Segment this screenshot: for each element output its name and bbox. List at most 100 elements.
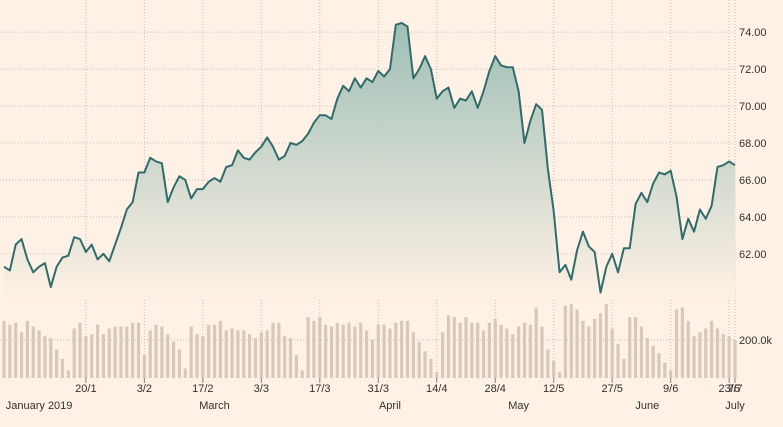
volume-bar [394,322,398,378]
volume-bar [651,345,655,378]
volume-bar [581,320,585,378]
volume-bar [31,326,35,378]
volume-bar [569,303,573,378]
price-tick-label: 66.00 [739,175,767,187]
volume-bar [709,320,714,378]
month-label: June [635,400,659,412]
volume-bar [60,358,65,378]
date-tick-label: 14/4 [426,383,447,395]
volume-bar [318,317,322,378]
volume-bar [429,358,433,378]
volume-bar [212,324,217,378]
volume-bar [294,355,299,378]
price-tick-label: 74.00 [739,27,767,39]
volume-bar [727,336,731,378]
price-area-layer [3,21,736,301]
volume-bar [160,326,164,378]
volume-bar [704,328,708,378]
volume-bar [604,303,608,378]
volume-bar [487,322,491,378]
volume-bar [505,328,509,378]
volume-bar [101,334,106,378]
price-tick-label: 70.00 [739,101,767,113]
month-label: May [508,400,529,412]
volume-bar [476,322,480,378]
volume-bar [8,324,12,378]
volume-bar [364,330,369,378]
volume-bar [435,372,439,378]
volume-bar [546,349,550,378]
date-tick-label: 23/6 [718,383,739,395]
volume-bar [511,334,515,378]
volume-bar [411,332,415,378]
volume-bar [452,317,456,378]
volume-bar [277,322,281,378]
month-label: January 2019 [6,400,73,412]
volume-bar [417,341,421,378]
volume-bar [131,322,135,378]
volume-bar [563,305,568,378]
date-tick-label: 28/4 [485,383,506,395]
volume-bar [14,322,18,378]
volume-bar [183,368,187,378]
volume-bar [236,330,240,378]
volume-bar [271,322,275,378]
volume-bar [400,320,404,378]
volume-bar [552,360,556,378]
volume-bar [107,328,111,378]
volume-bar [265,330,269,378]
volume-bar [698,332,702,378]
volume-bar [201,336,205,378]
volume-bar [616,343,620,378]
volume-bar [72,328,76,378]
volume-bar [125,326,129,378]
price-tick-label: 68.00 [739,138,767,150]
volume-axis: 200.0k [739,335,773,347]
volume-bar [166,334,170,378]
volume-bar [43,336,47,378]
date-tick-label: 3/3 [254,383,269,395]
date-tick-label: 7/7 [727,383,742,395]
volume-bar [674,309,679,378]
volume-bar [113,326,117,378]
volume-bar [207,324,211,378]
volume-bar [481,330,486,378]
volume-bar [154,324,158,378]
volume-bar [593,318,597,378]
volume-bar [423,351,427,378]
volume-bar [95,324,100,378]
month-label: March [199,400,230,412]
volume-bar [49,338,53,378]
volume-bar [557,372,562,378]
volume-tick-label: 200.0k [739,335,773,347]
date-tick-label: 9/6 [663,383,678,395]
volume-bar [686,320,690,378]
volume-bar [721,334,725,378]
price-tick-label: 64.00 [739,212,767,224]
volume-bar [540,326,544,378]
volume-bar [528,324,532,378]
volume-bar [534,307,538,378]
volume-bar [628,317,632,378]
volume-bar [312,320,316,378]
volume-bar [359,322,363,378]
volume-bar [55,349,59,378]
volume-bar [25,320,30,378]
volume-bar [119,326,123,378]
volume-bar [177,349,182,378]
volume-bar [610,328,614,378]
volume-bar [136,322,141,378]
month-axis: January 2019 March April May June July [6,400,746,412]
volume-bar [376,324,380,378]
date-tick-label: 17/3 [309,383,330,395]
date-axis: 20/1 3/2 17/2 3/3 17/3 31/3 14/4 28/4 12/5 27/5 9/… [75,378,743,395]
volume-bar [517,326,521,378]
volume-bar [470,322,474,378]
volume-bar [405,320,410,378]
volume-bar [440,332,445,378]
volume-bar [148,330,152,378]
volume-bar [171,341,176,378]
volume-bar [324,324,328,378]
volume-bar [715,328,720,378]
